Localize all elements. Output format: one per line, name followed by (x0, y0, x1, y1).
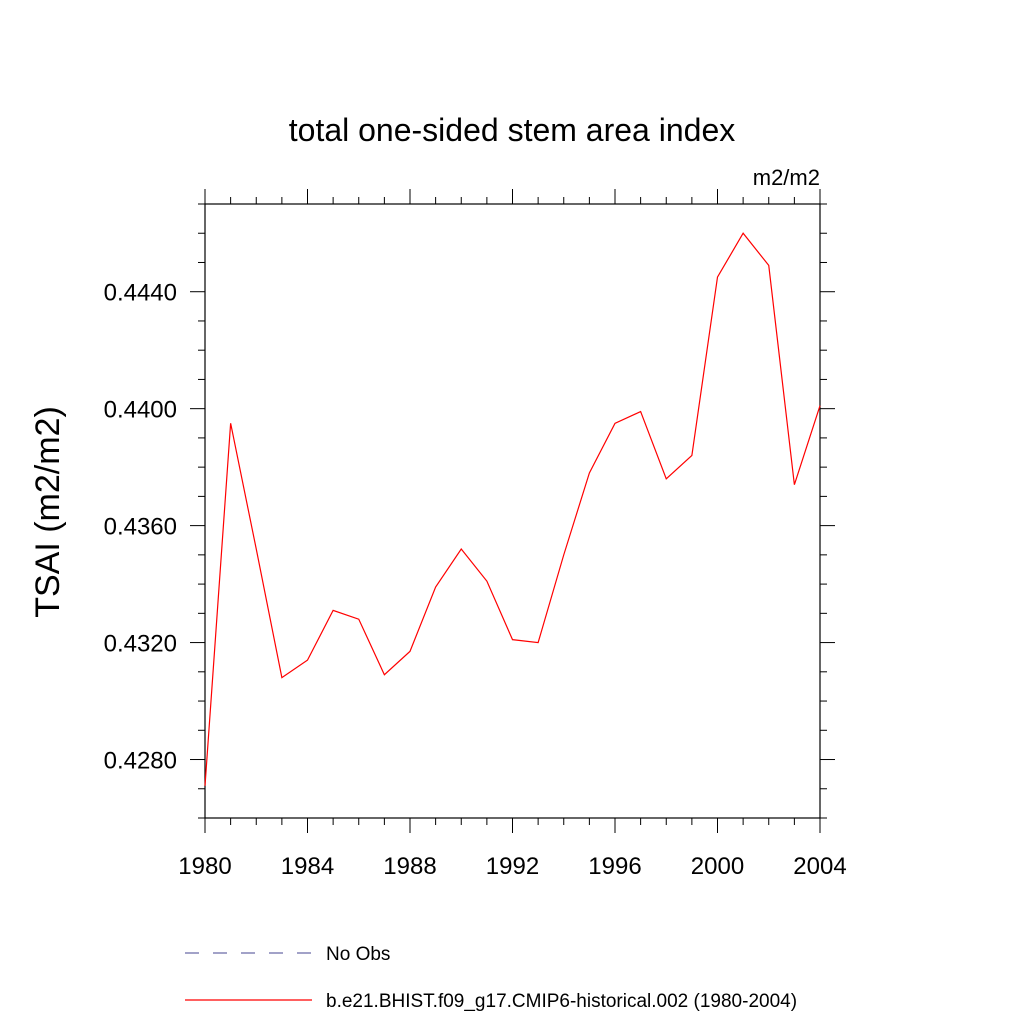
x-tick-label: 1996 (588, 853, 641, 880)
legend-label: No Obs (326, 944, 390, 965)
x-tick-label: 1992 (486, 853, 539, 880)
x-tick-label: 2004 (793, 853, 846, 880)
y-tick-label: 0.4360 (104, 514, 177, 541)
axis-tick-labels: 1980 1984 1988 1992 1996 2000 2004 0.4280 0.4320… (104, 280, 847, 880)
x-tick-label: 2000 (691, 853, 744, 880)
y-tick-label: 0.4440 (104, 280, 177, 307)
y-tick-label: 0.4280 (104, 748, 177, 775)
legend-label: b.e21.BHIST.f09_g17.CMIP6-historical.002… (326, 991, 797, 1012)
series-line (204, 232, 821, 786)
y-tick-label: 0.4400 (104, 397, 177, 424)
axis-ticks (190, 189, 835, 833)
plot-frame (204, 203, 821, 819)
x-tick-label: 1988 (383, 853, 436, 880)
chart-title: total one-sided stem area index (289, 112, 735, 148)
series-group (204, 232, 821, 786)
y-axis-label: TSAI (m2/m2) (29, 406, 67, 618)
x-tick-label: 1980 (178, 853, 231, 880)
x-tick-label: 1984 (281, 853, 334, 880)
units-label: m2/m2 (753, 165, 820, 190)
legend: No Obs b.e21.BHIST.f09_g17.CMIP6-historic… (185, 944, 797, 1012)
y-tick-label: 0.4320 (104, 631, 177, 658)
